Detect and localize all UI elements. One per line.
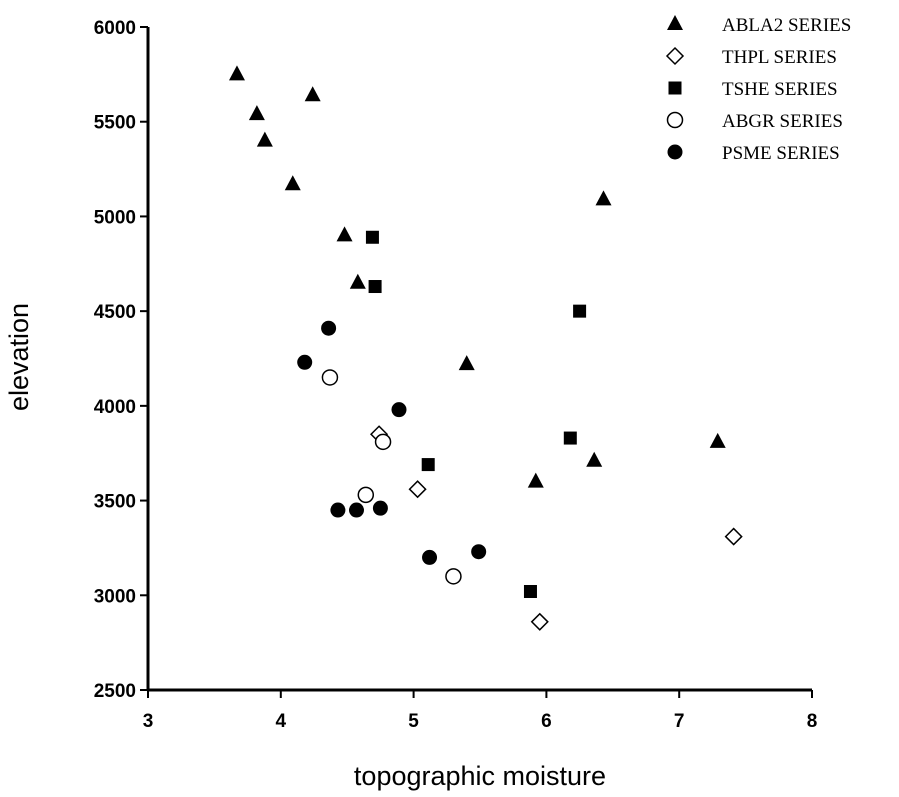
point-abla2 bbox=[284, 175, 301, 191]
x-ticks: 3 4 5 6 7 8 bbox=[143, 690, 818, 732]
point-abla2 bbox=[304, 86, 321, 102]
point-abla2 bbox=[349, 273, 366, 289]
point-abgr bbox=[374, 433, 392, 451]
point-abla2 bbox=[248, 105, 265, 121]
point-psme bbox=[297, 354, 313, 370]
y-axis-title: elevation bbox=[4, 303, 34, 411]
legend-label-thpl: THPL SERIES bbox=[722, 47, 837, 68]
axes bbox=[146, 27, 812, 692]
point-abla2 bbox=[256, 131, 273, 147]
legend: ABLA2 SERIES THPL SERIES TSHE SERIES ABGR S… bbox=[665, 15, 851, 164]
point-psme bbox=[391, 402, 407, 418]
point-abla2 bbox=[458, 355, 475, 371]
point-psme bbox=[330, 502, 346, 518]
legend-marker-psme bbox=[667, 144, 683, 160]
legend-label-tshe: TSHE SERIES bbox=[722, 79, 838, 100]
point-thpl bbox=[530, 612, 549, 631]
legend-marker-abgr bbox=[666, 111, 684, 129]
x-tick-label: 3 bbox=[143, 711, 154, 732]
point-thpl bbox=[408, 480, 427, 499]
y-tick-label: 5000 bbox=[94, 207, 136, 228]
point-tshe bbox=[563, 431, 577, 445]
point-abgr bbox=[321, 369, 339, 386]
point-abla2 bbox=[586, 451, 603, 467]
point-tshe bbox=[368, 280, 382, 294]
y-tick-label: 6000 bbox=[94, 18, 136, 39]
point-psme bbox=[372, 500, 388, 516]
legend-label-psme: PSME SERIES bbox=[722, 143, 840, 164]
legend-label-abla2: ABLA2 SERIES bbox=[722, 15, 851, 36]
point-abgr bbox=[357, 486, 375, 504]
y-tick-label: 3500 bbox=[94, 492, 136, 513]
legend-marker-abla2 bbox=[667, 15, 683, 30]
point-psme bbox=[321, 320, 337, 336]
y-tick-label: 3000 bbox=[94, 586, 136, 607]
x-axis-title: topographic moisture bbox=[354, 761, 606, 791]
point-tshe bbox=[421, 458, 435, 472]
legend-marker-thpl bbox=[665, 46, 685, 66]
legend-label-abgr: ABGR SERIES bbox=[722, 111, 843, 132]
point-abgr bbox=[445, 568, 462, 585]
data-points bbox=[228, 65, 743, 631]
y-ticks: 2500 3000 3500 4000 4500 5000 5500 6000 bbox=[94, 18, 148, 702]
legend-marker-tshe bbox=[668, 81, 682, 95]
point-abla2 bbox=[709, 432, 726, 448]
point-abla2 bbox=[595, 190, 612, 206]
y-tick-label: 4000 bbox=[94, 397, 136, 418]
point-abla2 bbox=[527, 472, 544, 488]
x-tick-label: 4 bbox=[276, 711, 287, 732]
point-psme bbox=[471, 544, 487, 560]
point-tshe bbox=[573, 304, 587, 318]
x-tick-label: 7 bbox=[674, 711, 685, 732]
point-thpl bbox=[724, 527, 743, 546]
point-psme bbox=[422, 549, 438, 565]
y-tick-label: 2500 bbox=[94, 681, 136, 702]
point-tshe bbox=[523, 584, 537, 598]
x-tick-label: 5 bbox=[408, 711, 419, 732]
point-abla2 bbox=[228, 65, 245, 81]
point-psme bbox=[348, 502, 364, 518]
x-tick-label: 6 bbox=[541, 711, 552, 732]
y-tick-label: 4500 bbox=[94, 302, 136, 323]
x-tick-label: 8 bbox=[807, 711, 818, 732]
point-tshe bbox=[365, 230, 379, 244]
y-tick-label: 5500 bbox=[94, 113, 136, 134]
point-abla2 bbox=[336, 226, 353, 242]
